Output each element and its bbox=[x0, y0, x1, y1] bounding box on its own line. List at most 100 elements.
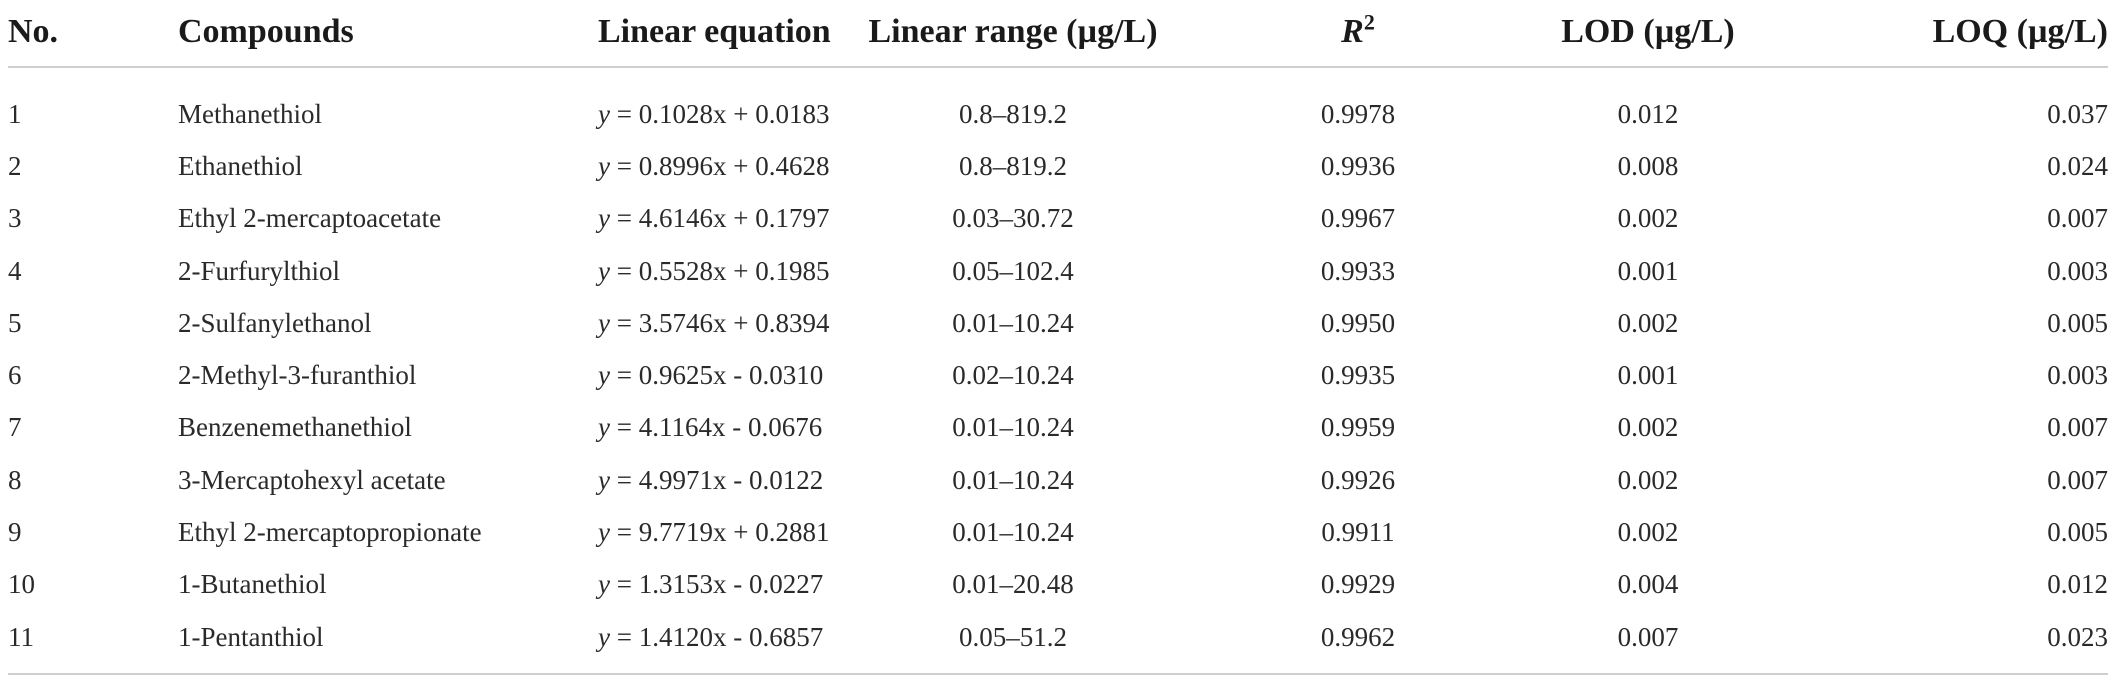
header-lod: LOD (µg/L) bbox=[1498, 0, 1798, 68]
cell-r-squared: 0.9959 bbox=[1320, 412, 1396, 443]
cell-r-squared: 0.9929 bbox=[1320, 569, 1396, 600]
cell-no: 11 bbox=[8, 621, 34, 652]
equation-text: y = 0.1028x + 0.0183 bbox=[598, 99, 829, 130]
equation-text: y = 0.8996x + 0.4628 bbox=[598, 151, 829, 182]
cell-lod: 0.002 bbox=[1617, 203, 1679, 234]
cell-no: 2 bbox=[8, 150, 22, 181]
cell-no: 8 bbox=[8, 464, 22, 495]
cell-compound: 3-Mercaptohexyl acetate bbox=[178, 464, 446, 495]
table-row: 7 Benzenemethanethiol y = 4.1164x - 0.0676… bbox=[8, 402, 2108, 454]
equation-text: y = 4.9971x - 0.0122 bbox=[598, 465, 823, 496]
table-row: 6 2-Methyl-3-furanthiol y = 0.9625x - 0.03… bbox=[8, 349, 2108, 401]
cell-loq: 0.037 bbox=[2047, 98, 2108, 129]
header-r-squared-base: R bbox=[1341, 13, 1364, 50]
cell-lod: 0.008 bbox=[1617, 150, 1679, 181]
cell-loq: 0.023 bbox=[2047, 621, 2108, 652]
header-linear-range: Linear range (µg/L) bbox=[808, 0, 1218, 68]
equation-text: y = 1.3153x - 0.0227 bbox=[598, 569, 823, 600]
cell-linear-range: 0.03–30.72 bbox=[952, 203, 1074, 234]
header-r-squared-exponent: 2 bbox=[1363, 9, 1375, 35]
cell-lod: 0.002 bbox=[1617, 307, 1679, 338]
cell-no: 10 bbox=[8, 569, 35, 600]
cell-no: 7 bbox=[8, 412, 22, 443]
equation-text: y = 0.5528x + 0.1985 bbox=[598, 256, 829, 287]
cell-linear-equation: y = 4.1164x - 0.0676 bbox=[598, 402, 822, 454]
footer-rule-row bbox=[8, 673, 2108, 682]
cell-r-squared: 0.9933 bbox=[1320, 255, 1396, 286]
equation-expression: = 0.9625x - 0.0310 bbox=[609, 360, 824, 391]
cell-linear-range: 0.01–10.24 bbox=[952, 464, 1074, 495]
equation-text: y = 0.9625x - 0.0310 bbox=[598, 360, 823, 391]
cell-no: 5 bbox=[8, 307, 22, 338]
cell-lod: 0.002 bbox=[1617, 517, 1679, 548]
cell-loq: 0.007 bbox=[2047, 464, 2108, 495]
cell-linear-equation: y = 0.5528x + 0.1985 bbox=[598, 245, 829, 297]
equation-expression: = 3.5746x + 0.8394 bbox=[609, 307, 830, 338]
table-row: 10 1-Butanethiol y = 1.3153x - 0.0227 0.01–… bbox=[8, 559, 2108, 611]
equation-text: y = 1.4120x - 0.6857 bbox=[598, 622, 823, 653]
equation-variable: y bbox=[598, 360, 610, 391]
header-linear-equation: Linear equation bbox=[598, 0, 831, 68]
equation-text: y = 3.5746x + 0.8394 bbox=[598, 308, 829, 339]
header-row: No. Compounds Linear equation Linear ran… bbox=[8, 0, 2108, 68]
cell-linear-equation: y = 4.6146x + 0.1797 bbox=[598, 193, 829, 245]
calibration-table: No. Compounds Linear equation Linear ran… bbox=[8, 0, 2108, 682]
equation-expression: = 4.6146x + 0.1797 bbox=[609, 203, 830, 234]
cell-linear-equation: y = 0.9625x - 0.0310 bbox=[598, 349, 823, 401]
equation-expression: = 0.5528x + 0.1985 bbox=[609, 255, 830, 286]
cell-no: 3 bbox=[8, 203, 22, 234]
equation-variable: y bbox=[598, 255, 610, 286]
cell-lod: 0.001 bbox=[1617, 360, 1679, 391]
cell-compound: 2-Methyl-3-furanthiol bbox=[178, 360, 417, 391]
cell-linear-equation: y = 9.7719x + 0.2881 bbox=[598, 506, 829, 558]
table-row: 2 Ethanethiol y = 0.8996x + 0.4628 0.8–819.… bbox=[8, 140, 2108, 192]
cell-linear-range: 0.05–51.2 bbox=[959, 621, 1067, 652]
cell-linear-range: 0.01–10.24 bbox=[952, 517, 1074, 548]
cell-loq: 0.005 bbox=[2047, 517, 2108, 548]
cell-no: 9 bbox=[8, 517, 22, 548]
cell-lod: 0.001 bbox=[1617, 255, 1679, 286]
cell-loq: 0.024 bbox=[2047, 150, 2108, 181]
cell-lod: 0.012 bbox=[1617, 98, 1679, 129]
cell-linear-range: 0.01–20.48 bbox=[952, 569, 1074, 600]
cell-loq: 0.003 bbox=[2047, 360, 2108, 391]
cell-r-squared: 0.9967 bbox=[1320, 203, 1396, 234]
cell-linear-range: 0.02–10.24 bbox=[952, 360, 1074, 391]
table-row: 11 1-Pentanthiol y = 1.4120x - 0.6857 0.05–… bbox=[8, 611, 2108, 674]
cell-r-squared: 0.9978 bbox=[1320, 98, 1396, 129]
table-row: 5 2-Sulfanylethanol y = 3.5746x + 0.8394 0.… bbox=[8, 297, 2108, 349]
cell-no: 4 bbox=[8, 255, 22, 286]
equation-text: y = 9.7719x + 0.2881 bbox=[598, 517, 829, 548]
cell-linear-range: 0.8–819.2 bbox=[959, 150, 1067, 181]
header-linear-equation-text: Linear equation bbox=[598, 13, 831, 50]
cell-compound: 1-Butanethiol bbox=[178, 569, 327, 600]
equation-variable: y bbox=[598, 464, 610, 495]
table-row: 3 Ethyl 2-mercaptoacetate y = 4.6146x + 0.… bbox=[8, 193, 2108, 245]
equation-expression: = 4.1164x - 0.0676 bbox=[609, 412, 823, 443]
cell-linear-range: 0.01–10.24 bbox=[952, 307, 1074, 338]
header-compounds: Compounds bbox=[178, 0, 598, 68]
header-r-squared: R2 bbox=[1218, 0, 1498, 68]
cell-loq: 0.003 bbox=[2047, 255, 2108, 286]
cell-linear-range: 0.05–102.4 bbox=[952, 255, 1074, 286]
cell-compound: Ethyl 2-mercaptoacetate bbox=[178, 203, 442, 234]
table-body: 1 Methanethiol y = 0.1028x + 0.0183 0.8–819… bbox=[8, 67, 2108, 674]
equation-variable: y bbox=[598, 412, 610, 443]
cell-lod: 0.004 bbox=[1617, 569, 1679, 600]
cell-r-squared: 0.9936 bbox=[1320, 150, 1396, 181]
cell-loq: 0.005 bbox=[2047, 307, 2108, 338]
equation-expression: = 0.1028x + 0.0183 bbox=[609, 98, 830, 129]
cell-compound: Ethanethiol bbox=[178, 150, 303, 181]
cell-lod: 0.007 bbox=[1617, 621, 1679, 652]
equation-expression: = 4.9971x - 0.0122 bbox=[609, 464, 824, 495]
cell-compound: 2-Sulfanylethanol bbox=[178, 307, 372, 338]
cell-loq: 0.007 bbox=[2047, 203, 2108, 234]
equation-text: y = 4.1164x - 0.0676 bbox=[598, 412, 822, 443]
equation-expression: = 1.4120x - 0.6857 bbox=[609, 621, 824, 652]
cell-loq: 0.007 bbox=[2047, 412, 2108, 443]
equation-expression: = 0.8996x + 0.4628 bbox=[609, 150, 830, 181]
cell-compound: Methanethiol bbox=[178, 98, 322, 129]
cell-loq: 0.012 bbox=[2047, 569, 2108, 600]
equation-variable: y bbox=[598, 569, 610, 600]
equation-variable: y bbox=[598, 150, 610, 181]
